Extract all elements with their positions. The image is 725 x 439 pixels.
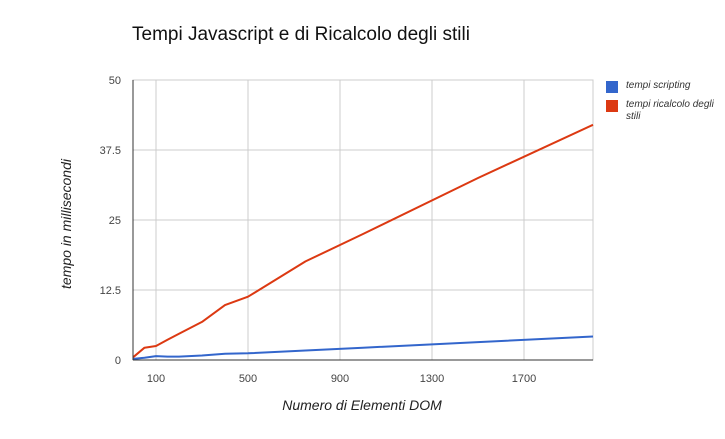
series-line-1 (132, 123, 594, 358)
legend-item-ricalcolo[interactable]: tempi ricalcolo degli stili (606, 99, 722, 123)
legend: tempi scripting tempi ricalcolo degli st… (606, 80, 722, 129)
x-tick-label: 900 (331, 373, 349, 385)
x-tick-label: 100 (147, 373, 165, 385)
legend-item-scripting[interactable]: tempi scripting (606, 80, 722, 93)
chart-title: Tempi Javascript e di Ricalcolo degli st… (132, 24, 470, 45)
y-tick-label: 0 (115, 355, 121, 367)
x-tick-labels: 100 500 900 1300 1700 (147, 373, 536, 385)
y-tick-label: 50 (109, 75, 121, 87)
x-axis-label: Numero di Elementi DOM (282, 397, 442, 413)
y-tick-label: 25 (109, 215, 121, 227)
x-tick-label: 500 (239, 373, 257, 385)
x-tick-label: 1700 (512, 373, 536, 385)
y-tick-labels: 0 12.5 25 37.5 50 (100, 75, 121, 367)
x-tick-label: 1300 (420, 373, 444, 385)
y-axis-label: tempo in millisecondi (58, 159, 74, 289)
legend-label-ricalcolo: tempi ricalcolo degli stili (626, 99, 714, 122)
legend-swatch-ricalcolo (606, 100, 618, 112)
gridlines (132, 79, 594, 361)
y-tick-label: 12.5 (100, 285, 121, 297)
axes (132, 80, 593, 361)
series-line-0 (133, 335, 594, 360)
y-tick-label: 37.5 (100, 145, 121, 157)
legend-swatch-scripting (606, 81, 618, 93)
legend-label-scripting: tempi scripting (626, 80, 691, 91)
series-lines (132, 123, 594, 360)
